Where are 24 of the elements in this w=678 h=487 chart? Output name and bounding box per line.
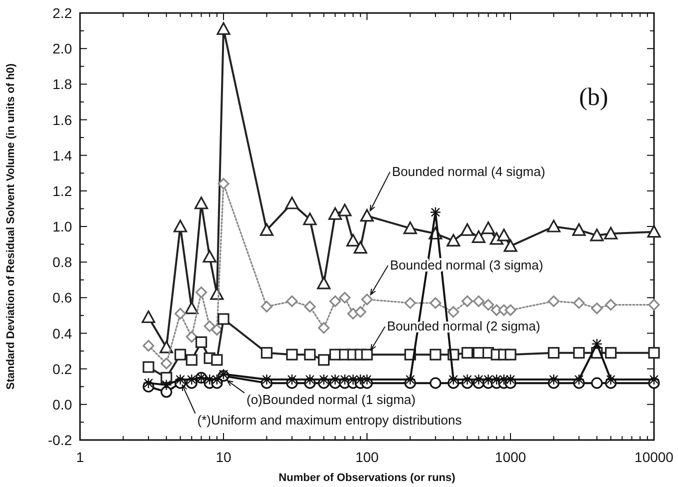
y-tick-label: 0.6 [52,290,72,306]
x-tick-label: 10 [216,449,232,465]
y-tick-label: 1.2 [52,182,72,199]
y-axis-title: Standard Deviation of Residual Solvent Volume (in units of h0) [5,63,17,390]
text: Bounded normal (4 sigma) [392,164,546,179]
x-tick-label: 1000 [494,449,526,465]
x-tick-label: 1 [76,449,84,465]
y-tick-label: 0.4 [52,325,72,342]
y-tick-label: 0.8 [52,254,72,270]
annotation: (b) [579,84,608,111]
y-tick-label: 1.6 [52,112,72,128]
y-tick-label: 2.0 [52,40,72,57]
x-tick-label: 100 [355,449,379,465]
legend-label: (o)Bounded normal (1 sigma) [246,392,416,407]
y-tick-label: 1.8 [52,76,72,92]
y-tick-label: 1.4 [52,147,72,164]
y-tick-label: 0.2 [52,360,72,377]
y-tick-label: 1.0 [52,218,72,234]
y-tick-label: 0.0 [52,396,72,412]
y-tick-label: 2.2 [52,5,72,21]
x-axis-title: Number of Observations (or runs) [278,472,456,484]
y-tick-label: -0.2 [48,432,72,448]
x-tick-label: 10000 [634,449,674,465]
legend-label: (*)Uniform and maximum entropy distributions [197,412,462,428]
